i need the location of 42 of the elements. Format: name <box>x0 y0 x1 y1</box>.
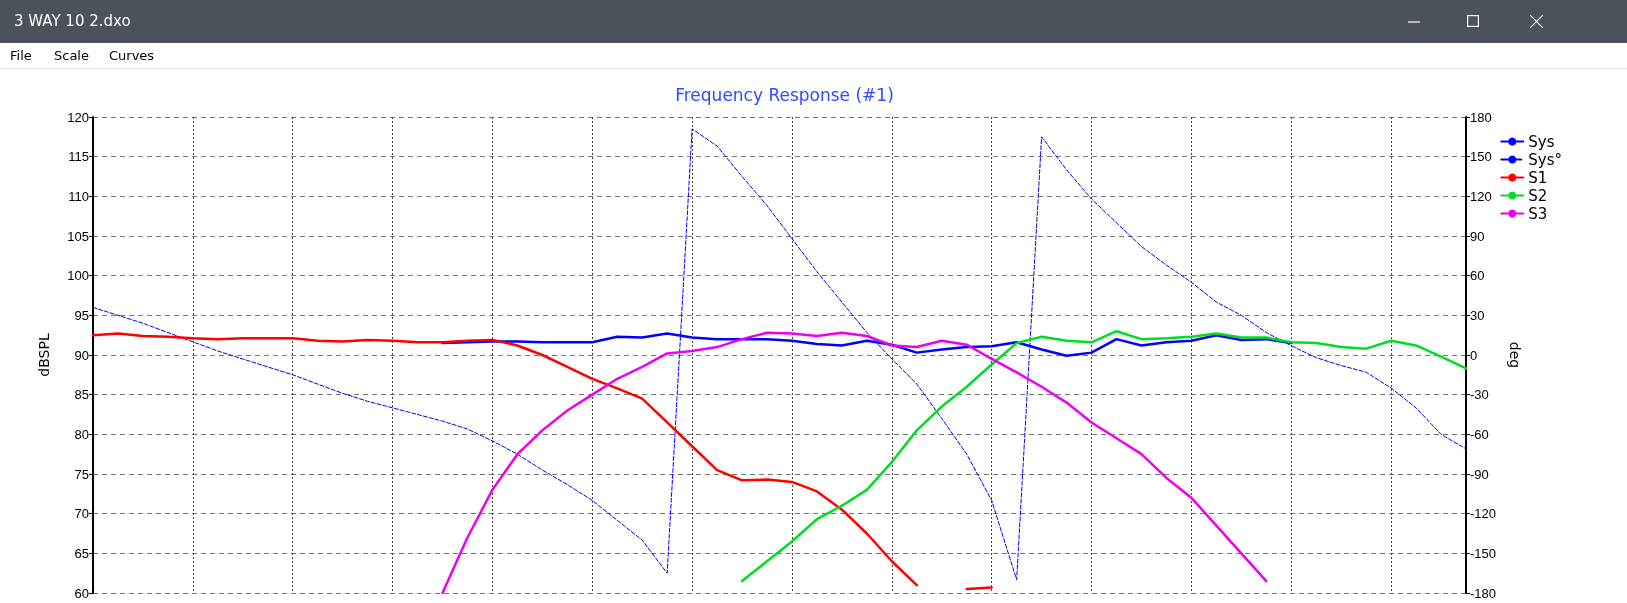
y-axis-title: dBSPL <box>36 333 52 377</box>
text: 3 WAY 10 2.dxo <box>14 12 131 30</box>
y2-tick-label: -150 <box>1470 545 1497 561</box>
legend-label: Sys° <box>1528 150 1563 169</box>
y-tick-label: 80 <box>74 426 89 442</box>
y2-tick-label: 120 <box>1470 188 1492 204</box>
legend-label: S3 <box>1528 204 1548 223</box>
legend-label: S2 <box>1528 186 1548 205</box>
y2-tick-label: 90 <box>1470 228 1485 244</box>
y2-axis-title: deg <box>1507 341 1523 369</box>
y-tick-label: 75 <box>74 466 89 482</box>
y-tick-label: 85 <box>74 387 89 403</box>
y2-tick-label: 60 <box>1470 268 1485 284</box>
line-series <box>441 332 1293 358</box>
chart-title: Frequency Response (#1) <box>675 84 894 105</box>
y2-tick-label: 30 <box>1470 307 1485 323</box>
text: File <box>10 48 32 63</box>
legend-label: Sys <box>1528 132 1555 151</box>
line-series <box>740 329 1468 583</box>
y-tick-label: 65 <box>74 545 89 561</box>
y-tick-label: 90 <box>74 347 89 363</box>
y2-tick-label: 180 <box>1470 109 1492 125</box>
y2-tick-label: -180 <box>1470 585 1497 601</box>
y-tick-label: 115 <box>68 149 89 165</box>
y2-tick-label: 0 <box>1470 347 1478 363</box>
y2-tick-label: -120 <box>1470 506 1497 522</box>
y-tick-label: 60 <box>74 585 89 601</box>
y2-tick-label: -90 <box>1470 466 1489 482</box>
y2-tick-label: -30 <box>1470 387 1489 403</box>
line-series <box>92 128 1467 581</box>
text: Curves <box>109 48 155 63</box>
line-series <box>441 331 1268 595</box>
y-tick-label: 100 <box>67 268 89 284</box>
legend-label: S1 <box>1528 168 1548 187</box>
y-tick-label: 110 <box>68 188 89 204</box>
y-tick-label: 120 <box>67 109 89 125</box>
y2-tick-label: -60 <box>1470 426 1489 442</box>
y-tick-label: 70 <box>74 506 89 522</box>
y2-tick-label: 150 <box>1470 149 1492 165</box>
y-tick-label: 95 <box>74 307 89 323</box>
text: Scale <box>54 48 89 63</box>
y-tick-label: 105 <box>67 228 89 244</box>
